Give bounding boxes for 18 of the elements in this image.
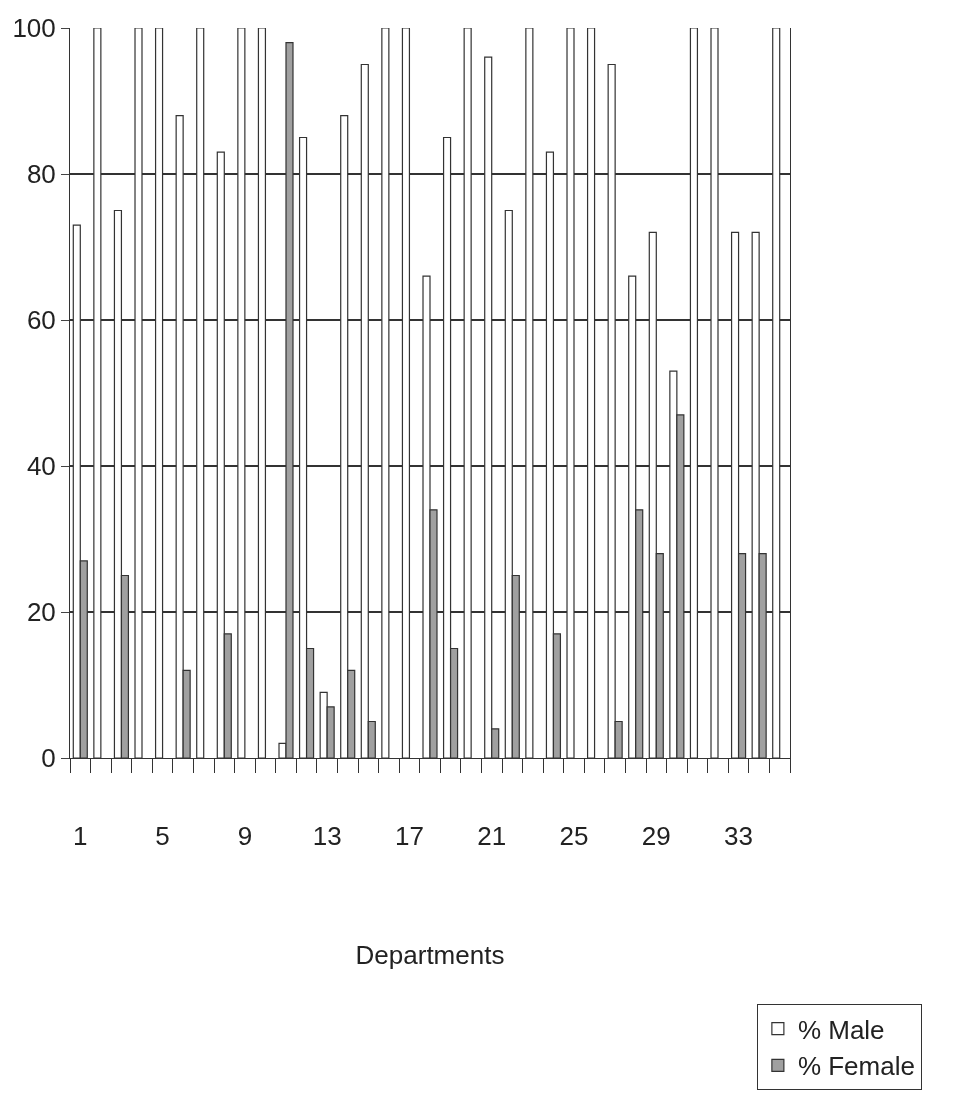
x-axis-title: Departments [355, 939, 505, 970]
x-tick-label: 9 [237, 821, 253, 852]
legend-label: % Male [797, 1014, 885, 1045]
x-tick-label: 17 [394, 821, 424, 852]
legend-label: % Female [797, 1051, 915, 1082]
x-tick-label: 25 [559, 821, 589, 852]
y-tick-label: 80 [26, 159, 56, 190]
x-tick-label: 21 [477, 821, 507, 852]
y-tick-label: 40 [26, 451, 56, 482]
y-tick-label: 20 [26, 597, 56, 628]
x-tick-label: 33 [724, 821, 754, 852]
x-tick-label: 29 [641, 821, 671, 852]
y-tick-label: 100 [12, 13, 56, 44]
x-tick-label: 5 [155, 821, 170, 852]
y-tick-label: 0 [41, 743, 56, 774]
x-tick-label: 1 [73, 821, 88, 852]
y-tick-label: 60 [26, 305, 56, 336]
x-tick-label: 13 [312, 821, 342, 852]
